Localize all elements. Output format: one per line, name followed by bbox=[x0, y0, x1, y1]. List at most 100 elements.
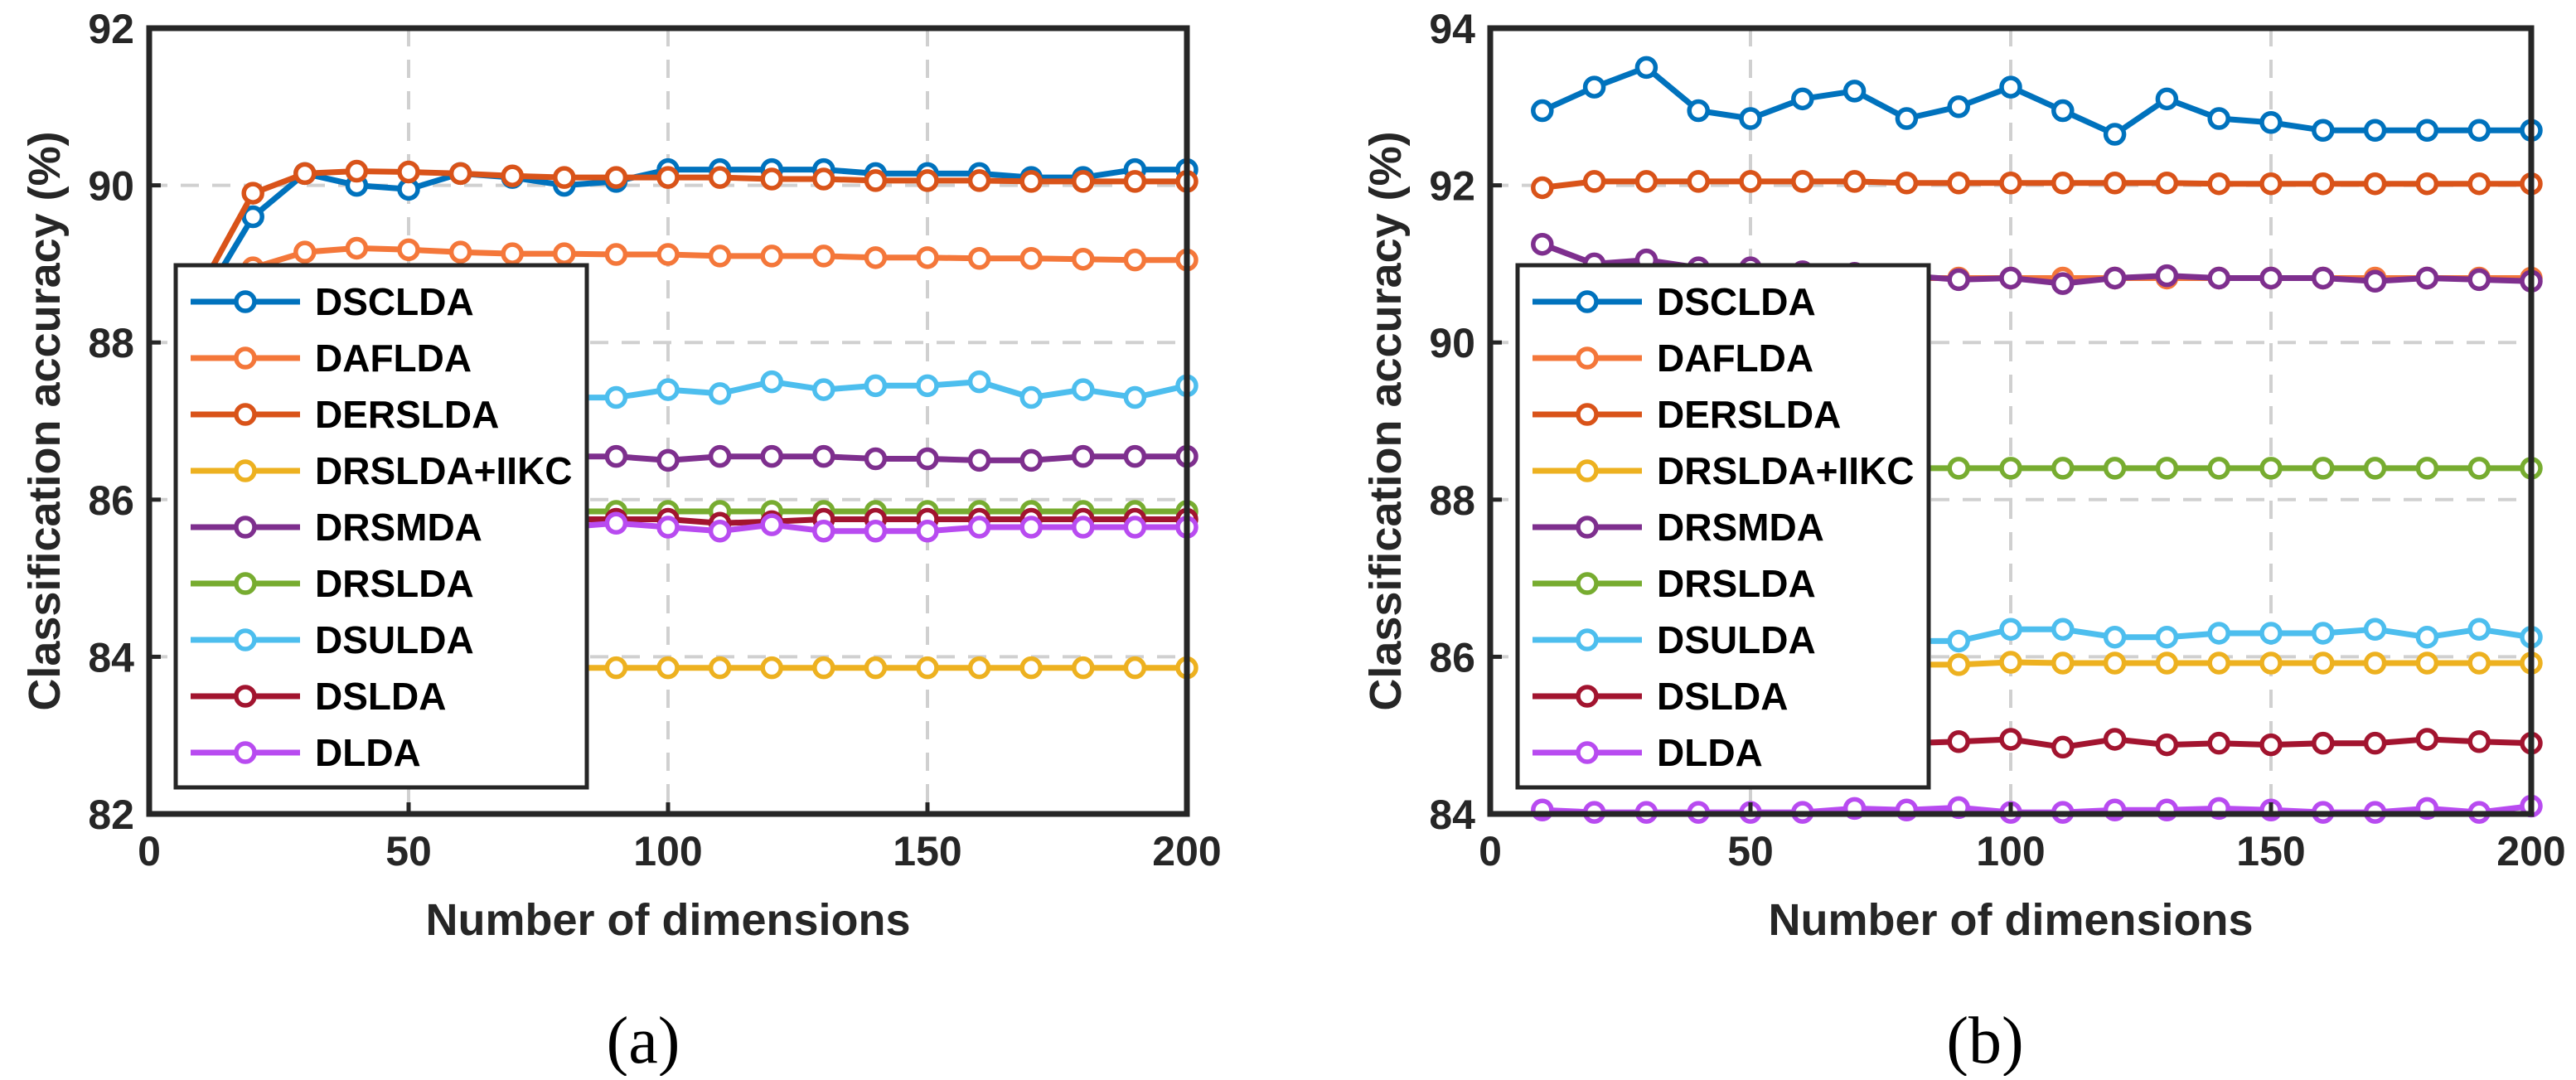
legend-marker bbox=[234, 741, 257, 764]
data-point bbox=[2363, 119, 2387, 142]
data-point bbox=[656, 166, 680, 189]
data-point bbox=[2312, 266, 2335, 290]
legend-marker bbox=[1576, 346, 1599, 370]
panel-caption: (b) bbox=[1946, 1005, 2023, 1076]
data-point bbox=[2259, 651, 2283, 675]
legend-marker bbox=[234, 572, 257, 595]
data-point bbox=[2259, 111, 2283, 134]
data-point bbox=[1999, 457, 2022, 480]
legend-item: DSCLDA bbox=[191, 280, 474, 323]
legend-marker bbox=[234, 685, 257, 708]
data-point bbox=[293, 162, 317, 186]
legend-marker bbox=[1576, 741, 1599, 764]
data-point bbox=[1072, 656, 1095, 680]
data-point bbox=[1123, 516, 1147, 539]
data-point bbox=[1999, 75, 2022, 99]
data-point bbox=[1123, 385, 1147, 409]
legend-label: DSCLDA bbox=[1657, 280, 1816, 323]
legend-item: DERSLDA bbox=[1533, 393, 1841, 436]
data-point bbox=[916, 246, 939, 269]
data-point bbox=[1531, 232, 1554, 256]
legend-item: DRSLDA bbox=[191, 562, 474, 605]
data-point bbox=[2103, 625, 2127, 649]
data-point bbox=[812, 167, 835, 191]
data-point bbox=[708, 656, 732, 680]
data-point bbox=[2467, 457, 2491, 480]
data-point bbox=[760, 656, 783, 680]
y-tick-label: 94 bbox=[1429, 6, 1475, 52]
legend-label: DAFLDA bbox=[1657, 337, 1813, 380]
data-point bbox=[2467, 268, 2491, 292]
data-point bbox=[2207, 172, 2230, 196]
legend-label: DSLDA bbox=[1657, 675, 1788, 718]
data-point bbox=[1123, 656, 1147, 680]
data-point bbox=[2312, 119, 2335, 142]
legend-label: DLDA bbox=[1657, 731, 1763, 774]
data-point bbox=[2103, 123, 2127, 146]
data-point bbox=[2415, 266, 2439, 290]
data-point bbox=[604, 385, 628, 409]
y-tick-label: 92 bbox=[1429, 163, 1475, 210]
data-point bbox=[2207, 457, 2230, 480]
panel-caption: (a) bbox=[607, 1005, 680, 1076]
data-point bbox=[2103, 728, 2127, 751]
y-tick-label: 92 bbox=[88, 6, 134, 52]
data-point bbox=[916, 374, 939, 398]
data-point bbox=[812, 378, 835, 401]
data-point bbox=[501, 164, 524, 187]
legend-label: DSCLDA bbox=[315, 280, 474, 323]
data-point bbox=[2259, 733, 2283, 757]
data-point bbox=[1999, 266, 2022, 290]
data-point bbox=[1019, 656, 1043, 680]
legend: DSCLDA DAFLDA DERSLDA DRSLDA+IIKC DRSMDA DRSL… bbox=[173, 263, 589, 790]
legend-label: DRSLDA bbox=[1657, 562, 1816, 605]
legend-item: DLDA bbox=[191, 731, 421, 774]
data-point bbox=[760, 444, 783, 468]
data-point bbox=[656, 656, 680, 680]
data-point bbox=[2051, 617, 2075, 641]
data-point bbox=[2207, 107, 2230, 130]
legend-marker bbox=[234, 403, 257, 426]
data-point bbox=[1947, 268, 1970, 292]
legend-marker bbox=[1576, 403, 1599, 426]
data-point bbox=[604, 656, 628, 680]
x-tick-label: 50 bbox=[1727, 828, 1774, 874]
data-point bbox=[2155, 457, 2179, 480]
data-point bbox=[2363, 731, 2387, 755]
data-point bbox=[1999, 172, 2022, 195]
data-point bbox=[2467, 119, 2491, 142]
data-point bbox=[1999, 617, 2022, 641]
series-dsclda bbox=[1531, 56, 2543, 146]
data-point bbox=[2051, 457, 2075, 480]
y-tick-label: 90 bbox=[1429, 320, 1475, 366]
data-point bbox=[1072, 247, 1095, 271]
data-point bbox=[293, 240, 317, 264]
data-point bbox=[1072, 444, 1095, 468]
data-point bbox=[1947, 629, 1970, 653]
data-point bbox=[760, 245, 783, 268]
legend-marker bbox=[234, 459, 257, 482]
data-point bbox=[1947, 95, 1970, 119]
data-point bbox=[1019, 516, 1043, 539]
data-point bbox=[2051, 735, 2075, 759]
y-tick-label: 84 bbox=[88, 634, 134, 680]
data-point bbox=[916, 519, 939, 543]
data-point bbox=[2207, 266, 2230, 290]
legend-marker bbox=[234, 628, 257, 651]
series-derslda bbox=[1531, 170, 2543, 200]
data-point bbox=[864, 519, 888, 543]
data-point bbox=[1123, 170, 1147, 193]
legend-marker bbox=[1576, 572, 1599, 595]
data-point bbox=[2103, 172, 2127, 195]
data-point bbox=[967, 247, 991, 270]
legend-label: DRSLDA+IIKC bbox=[1657, 449, 1915, 492]
legend-marker bbox=[1576, 459, 1599, 482]
data-point bbox=[1019, 385, 1043, 409]
data-point bbox=[656, 378, 680, 401]
data-point bbox=[2051, 272, 2075, 295]
data-point bbox=[345, 236, 369, 260]
data-point bbox=[708, 166, 732, 189]
data-point bbox=[604, 444, 628, 468]
data-point bbox=[553, 166, 576, 189]
